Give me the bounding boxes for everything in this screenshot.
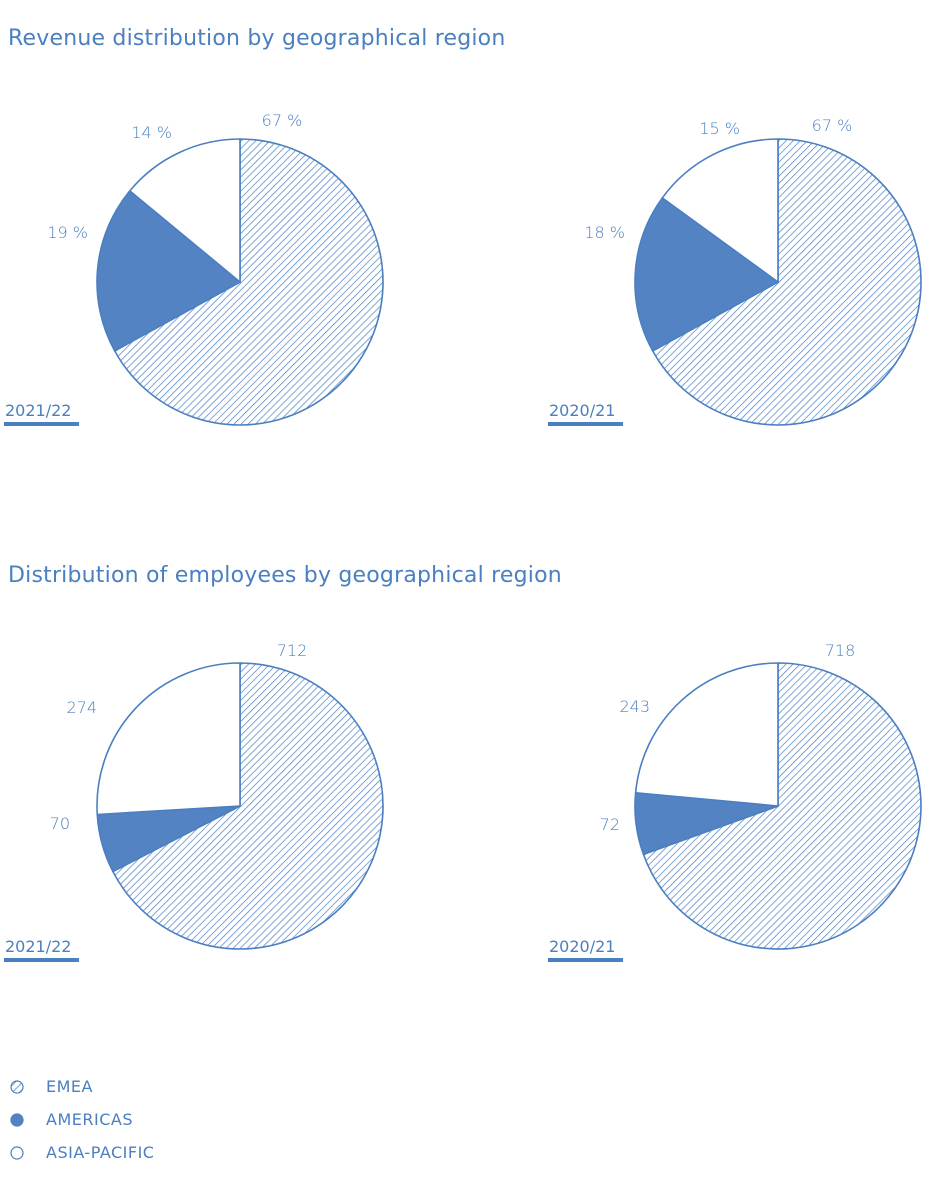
pie-slice-label: 718 xyxy=(825,641,856,660)
pie-slice-label: 18 % xyxy=(584,223,625,242)
pie-slice-label: 712 xyxy=(277,641,308,660)
legend: EMEA AMERICAS ASIA-PACIFIC xyxy=(8,1070,154,1169)
pie-slice-label: 72 xyxy=(600,815,620,834)
hatched-circle-icon xyxy=(10,1079,24,1094)
pie-slice-label: 14 % xyxy=(131,123,172,142)
year-underline xyxy=(548,958,623,962)
legend-label: EMEA xyxy=(46,1077,93,1096)
pie-slice-emea xyxy=(651,138,922,426)
pie-slice-label: 15 % xyxy=(699,119,740,138)
pie-slice-label: 67 % xyxy=(262,111,303,130)
pie-slice-asia-pacific xyxy=(661,138,779,283)
pie-slice-emea xyxy=(113,138,384,426)
outline-circle-icon xyxy=(10,1145,24,1160)
employees-section-title: Distribution of employees by geographica… xyxy=(8,563,562,588)
chart-year-label: 2021/22 xyxy=(5,401,71,420)
pie-slice-asia-pacific xyxy=(129,138,241,283)
pie-slice-asia-pacific xyxy=(634,662,779,807)
year-underline xyxy=(548,422,623,426)
pie-slice-label: 274 xyxy=(66,698,97,717)
pie-slice-label: 67 % xyxy=(812,116,853,135)
pie-slice-americas xyxy=(634,197,779,352)
legend-label: ASIA-PACIFIC xyxy=(46,1143,155,1162)
filled-circle-icon xyxy=(10,1112,24,1127)
legend-item-asia-pacific: ASIA-PACIFIC xyxy=(8,1136,154,1169)
year-underline xyxy=(4,422,79,426)
legend-item-americas: AMERICAS xyxy=(8,1103,154,1136)
pie-slice-emea xyxy=(112,662,384,950)
chart-year-label: 2020/21 xyxy=(549,401,615,420)
legend-label: AMERICAS xyxy=(46,1110,133,1129)
pie-slice-emea xyxy=(642,662,922,950)
pie-slice-label: 70 xyxy=(50,814,70,833)
pie-slice-americas xyxy=(96,190,241,352)
pie-slice-label: 243 xyxy=(619,697,650,716)
year-underline xyxy=(4,958,79,962)
chart-year-label: 2021/22 xyxy=(5,937,71,956)
revenue-section-title: Revenue distribution by geographical reg… xyxy=(8,26,506,51)
chart-year-label: 2020/21 xyxy=(549,937,615,956)
legend-item-emea: EMEA xyxy=(8,1070,154,1103)
pie-slice-label: 19 % xyxy=(47,223,88,242)
pie-slice-asia-pacific xyxy=(96,662,241,816)
